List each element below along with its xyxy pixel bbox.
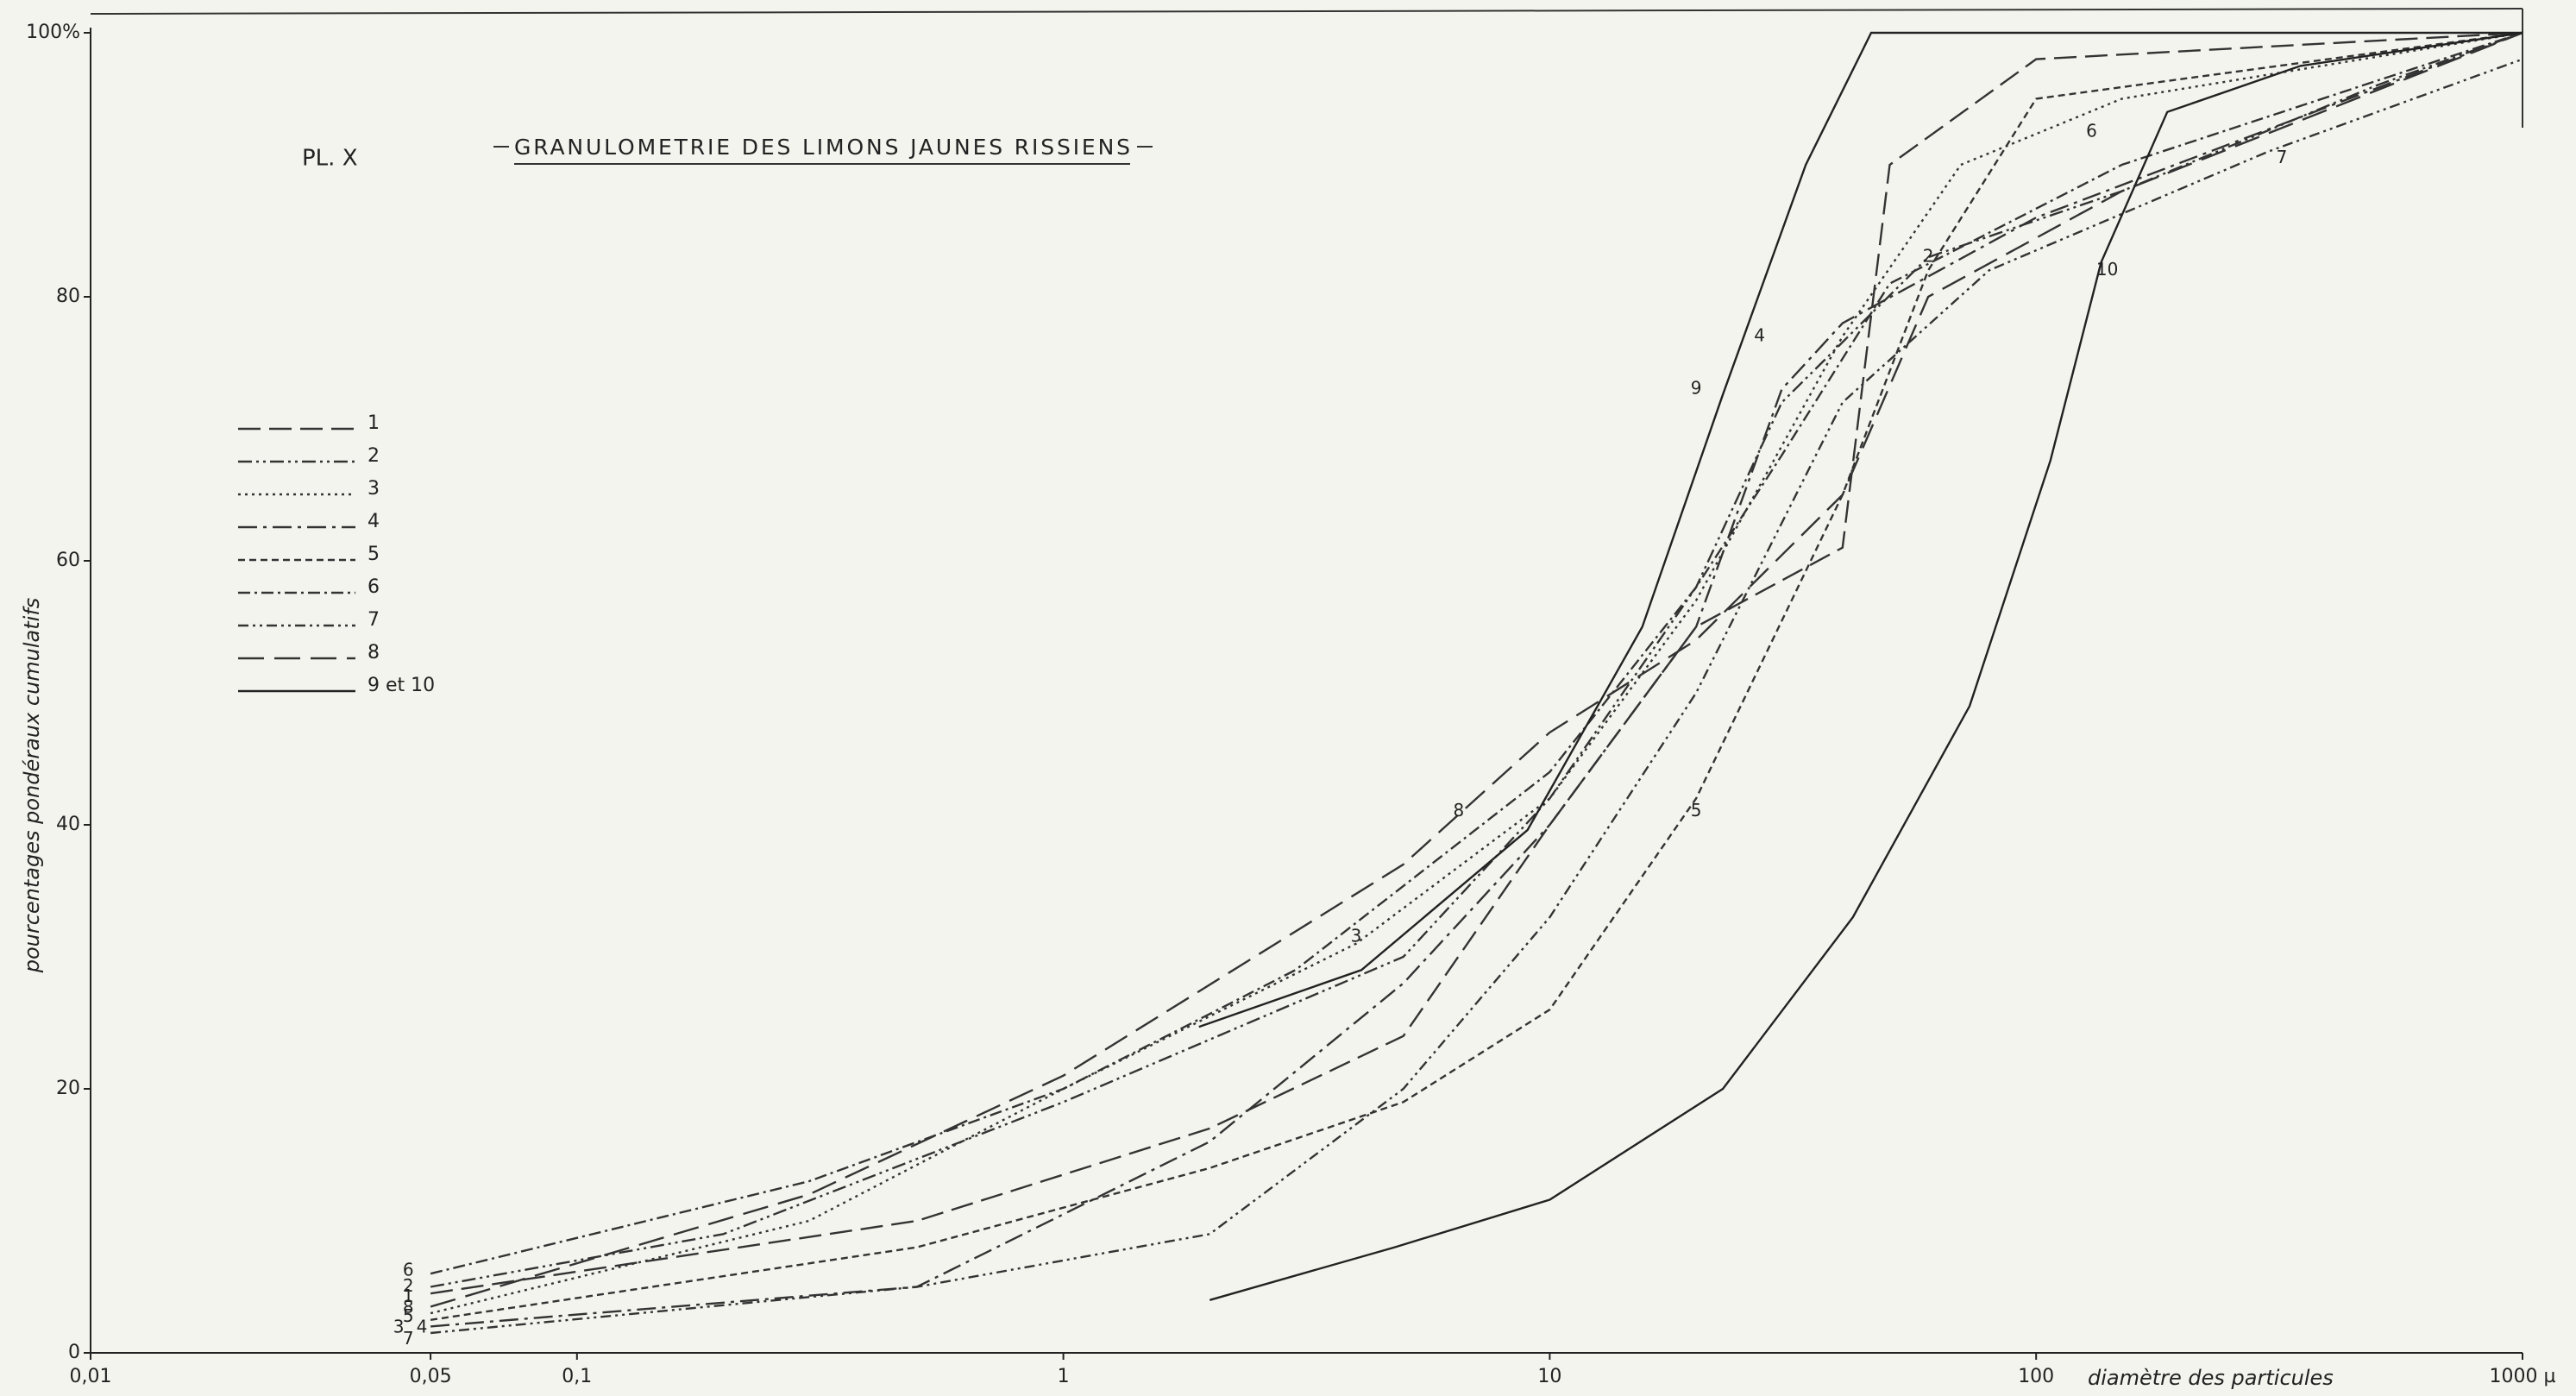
annotation: 1 [403, 1286, 414, 1306]
plate-label: PL. X [302, 146, 358, 172]
legend-label: 6 [368, 576, 380, 598]
y-tick-label: 60 [56, 550, 80, 571]
x-tick-label: 0,01 [70, 1366, 112, 1387]
annotation: 4 [417, 1316, 428, 1336]
x-tick-label: 0,05 [410, 1366, 452, 1387]
data-line [430, 31, 2523, 1315]
legend-label: 2 [368, 445, 380, 467]
annotation: 2 [403, 1275, 414, 1296]
legend-label: 1 [368, 412, 380, 434]
data-line [430, 31, 2523, 1321]
data-line [430, 31, 2523, 1288]
y-axis-label: pourcentages pondéraux cumulatifs [20, 598, 44, 974]
annotation: 8 [1454, 800, 1465, 821]
legend-label: 5 [368, 544, 380, 565]
y-tick-label: 100% [26, 22, 80, 43]
annotation: 7 [2277, 147, 2288, 167]
data-line [430, 31, 2523, 1308]
frame-top [90, 8, 2523, 15]
data-line [430, 31, 2523, 1295]
y-tick-label: 20 [56, 1078, 80, 1099]
x-tick-label: 10 [1537, 1366, 1561, 1387]
y-tick-label: 0 [68, 1342, 80, 1363]
x-tick-label: 100 [2018, 1366, 2054, 1387]
data-line [1198, 31, 2523, 1301]
annotation: 7 [403, 1328, 414, 1349]
data-line [430, 31, 2523, 1275]
annotation: 3 [393, 1316, 405, 1336]
annotation: 5 [403, 1305, 414, 1326]
x-tick-label: 1000 µ [2490, 1366, 2556, 1387]
annotation: 6 [2086, 120, 2097, 141]
y-tick-label: 80 [56, 286, 80, 307]
x-tick-label: 1 [1058, 1366, 1070, 1387]
x-tick-label: 0,1 [562, 1366, 592, 1387]
data-line [430, 58, 2523, 1335]
legend-label: 3 [368, 478, 380, 500]
legend-label: 4 [368, 511, 380, 532]
legend-label: 9 et 10 [368, 675, 435, 696]
annotation: 5 [1691, 800, 1702, 821]
y-tick-label: 40 [56, 814, 80, 835]
annotation: 6 [403, 1260, 414, 1280]
annotation: 8 [403, 1296, 414, 1317]
data-line [430, 31, 2523, 1328]
annotation: 3 [1351, 926, 1362, 946]
annotation: 2 [1923, 246, 1934, 267]
annotation: 10 [2096, 259, 2118, 280]
annotation: 4 [1754, 324, 1765, 345]
chart-title: GRANULOMETRIE DES LIMONS JAUNES RISSIENS [514, 135, 1130, 160]
legend-label: 7 [368, 609, 380, 631]
legend-label: 8 [368, 642, 380, 663]
x-axis-label: diamètre des particules [2088, 1366, 2334, 1390]
annotation: 9 [1691, 378, 1702, 399]
